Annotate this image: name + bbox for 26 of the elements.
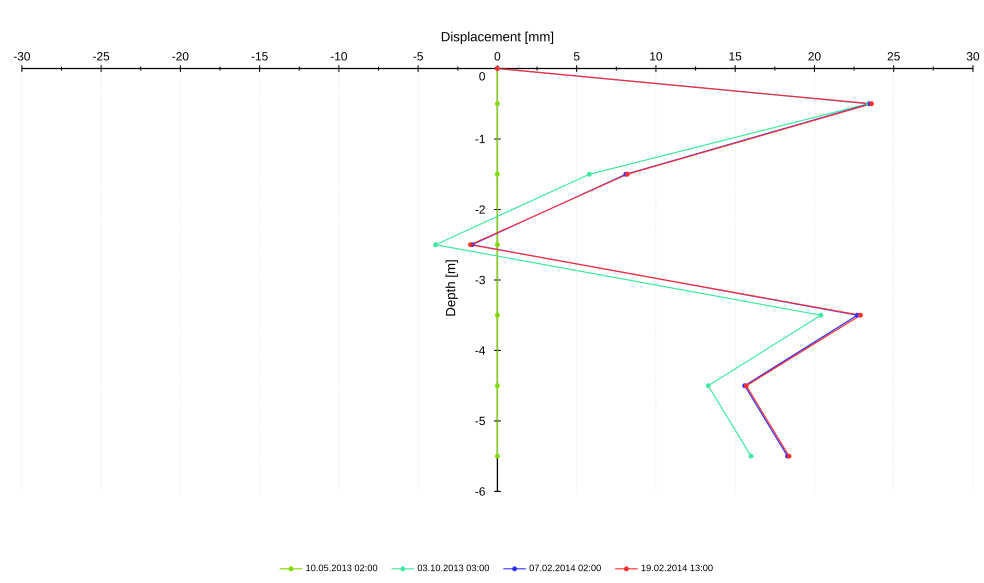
- legend-label: 19.02.2014 13:00: [642, 564, 713, 572]
- x-tick-label: -10: [330, 52, 348, 61]
- x-tick-label: 15: [729, 52, 742, 61]
- x-tick-label: 0: [494, 52, 500, 61]
- x-tick-label: -30: [14, 52, 30, 61]
- x-tick-label: -20: [172, 52, 189, 61]
- y-tick-label: 0: [479, 72, 485, 81]
- y-tick-label: -4: [475, 346, 486, 355]
- y-tick-label: -1: [475, 135, 485, 144]
- y-tick-label: -3: [475, 276, 485, 284]
- legend-label: 03.10.2013 03:00: [418, 564, 490, 572]
- x-tick-label: -25: [93, 52, 110, 61]
- y-tick-label: -5: [475, 416, 485, 426]
- x-tick-label: 20: [808, 52, 821, 61]
- y-tick-label: -2: [475, 205, 485, 214]
- x-axis-title: Displacement [mm]: [442, 32, 554, 44]
- x-tick-label: 25: [888, 52, 900, 61]
- x-tick-label: 5: [574, 52, 580, 61]
- y-tick-label: -6: [475, 487, 485, 496]
- x-tick-label: 30: [966, 52, 980, 61]
- x-tick-label: -5: [413, 52, 423, 61]
- legend-label: 07.02.2014 02:00: [529, 564, 601, 572]
- x-tick-label: 10: [650, 52, 662, 61]
- legend-label: 10.05.2013 02:00: [306, 564, 378, 572]
- y-axis-title: Depth [m]: [446, 260, 458, 316]
- x-tick-label: -15: [252, 52, 268, 61]
